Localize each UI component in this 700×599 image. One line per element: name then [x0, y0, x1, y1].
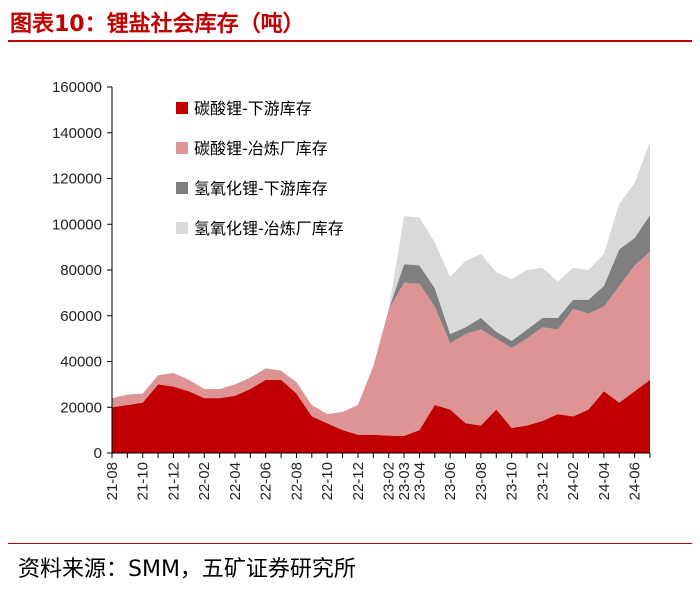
x-tick-label: 22-04: [227, 462, 244, 500]
x-tick-label: 21-10: [135, 462, 152, 500]
area-series-1: [112, 379, 650, 453]
legend-label: 氢氧化锂-冶炼厂库存: [194, 219, 344, 238]
stacked-area-chart: 0 20000 40000 60000 80000 100000 120000 140000 1…: [52, 79, 651, 500]
x-tick-label: 21-12: [165, 462, 182, 500]
x-tick-label: 24-06: [627, 462, 644, 500]
x-tick-label: 23-12: [534, 462, 551, 500]
x-tick-label: 22-10: [319, 462, 336, 500]
source-divider: [8, 543, 692, 544]
legend-swatch: [176, 142, 188, 154]
x-tick-label: 24-02: [565, 462, 582, 500]
x-tick-label: 23-08: [473, 462, 490, 500]
x-tick-label: 22-12: [350, 462, 367, 500]
legend-label: 碳酸锂-下游库存: [194, 99, 312, 118]
legend-label: 氢氧化锂-下游库存: [194, 179, 328, 198]
x-tick-label: 22-02: [196, 462, 213, 500]
axes-group: 0 20000 40000 60000 80000 100000 120000 140000 1…: [52, 79, 651, 500]
legend-swatch: [176, 102, 188, 114]
x-tick-label: 22-08: [288, 462, 305, 500]
y-tick-label: 140000: [52, 125, 102, 142]
y-tick-label: 60000: [60, 308, 102, 325]
source-note: 资料来源：SMM，五矿证券研究所: [18, 557, 356, 582]
legend-swatch: [176, 182, 188, 194]
chart-title: 图表10：锂盐社会库存（吨）: [10, 12, 305, 37]
x-tick-label: 23-06: [442, 462, 459, 500]
x-tick-label: 23-10: [504, 462, 521, 500]
y-tick-label: 120000: [52, 171, 102, 188]
area-series-group: [112, 141, 650, 453]
x-tick-label: 22-06: [258, 462, 275, 500]
y-tick-label: 100000: [52, 216, 102, 233]
title-divider: [8, 40, 692, 42]
y-tick-label: 20000: [60, 399, 102, 416]
y-tick-label: 40000: [60, 354, 102, 371]
legend-swatch: [176, 222, 188, 234]
x-tick-label: 21-08: [104, 462, 121, 500]
x-tick-label: 24-04: [596, 462, 613, 500]
x-tick-label: 23-02: [381, 462, 398, 500]
y-tick-label: 160000: [52, 79, 102, 96]
area-series-2: [112, 251, 650, 436]
area-series-4: [112, 141, 650, 415]
x-tick-label: 23-03: [396, 462, 413, 500]
y-tick-label: 80000: [60, 262, 102, 279]
x-tick-label: 23-04: [411, 462, 428, 500]
y-tick-label: 0: [94, 445, 102, 462]
legend-label: 碳酸锂-冶炼厂库存: [194, 139, 328, 158]
